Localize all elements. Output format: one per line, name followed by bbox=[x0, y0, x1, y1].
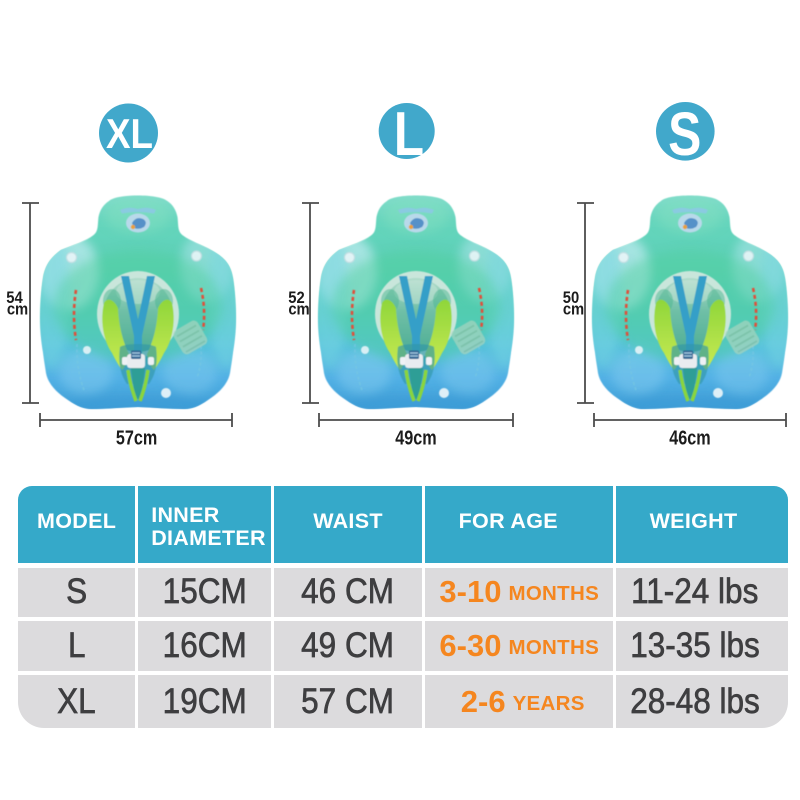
svg-text:49cm: 49cm bbox=[395, 426, 436, 449]
svg-text:57cm: 57cm bbox=[116, 426, 157, 449]
svg-text:cm: cm bbox=[7, 301, 28, 319]
svg-text:52: 52 bbox=[288, 289, 305, 307]
svg-text:54: 54 bbox=[6, 289, 23, 307]
svg-text:cm: cm bbox=[288, 301, 309, 319]
svg-text:cm: cm bbox=[563, 301, 584, 319]
svg-text:S: S bbox=[668, 99, 701, 168]
svg-text:L: L bbox=[394, 98, 424, 168]
svg-text:46cm: 46cm bbox=[669, 426, 710, 449]
svg-text:50: 50 bbox=[563, 289, 580, 307]
svg-text:XL: XL bbox=[106, 112, 153, 158]
